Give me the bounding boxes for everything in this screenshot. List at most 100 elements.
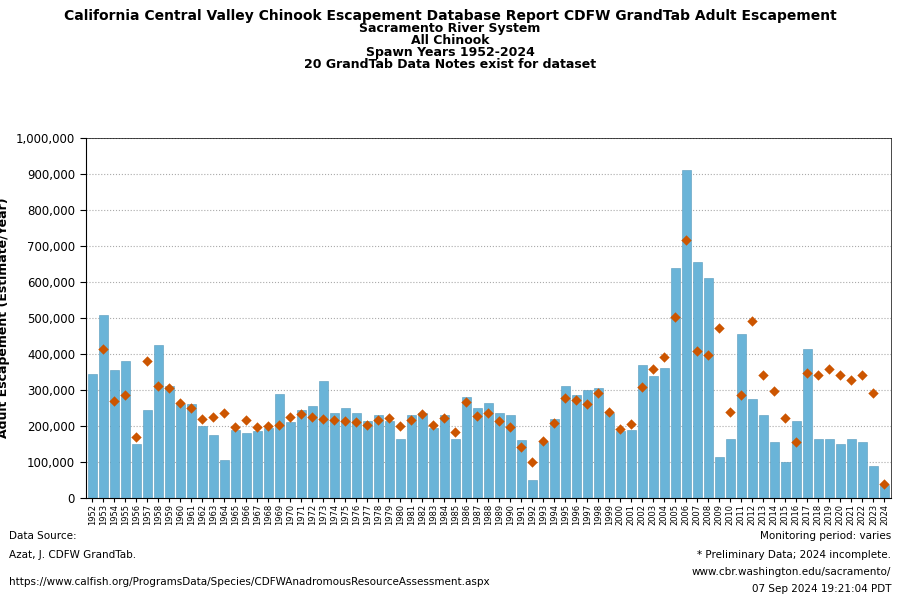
Bar: [176, 404, 184, 498]
Bar: [396, 439, 405, 498]
Bar: [319, 381, 328, 498]
Bar: [572, 395, 580, 498]
Bar: [209, 435, 218, 498]
Bar: [341, 408, 349, 498]
Bar: [440, 415, 448, 498]
Point: [250, 422, 265, 431]
Bar: [670, 268, 680, 498]
Point: [228, 422, 242, 431]
Point: [459, 397, 473, 407]
Point: [878, 479, 892, 488]
Point: [844, 376, 859, 385]
Bar: [682, 170, 690, 498]
Bar: [121, 361, 130, 498]
Point: [547, 419, 562, 428]
Bar: [418, 413, 427, 498]
Point: [602, 407, 616, 417]
Bar: [495, 413, 504, 498]
Point: [96, 344, 111, 353]
Bar: [462, 397, 471, 498]
Bar: [836, 444, 845, 498]
Bar: [803, 349, 812, 498]
Bar: [660, 368, 669, 498]
Bar: [274, 394, 284, 498]
Point: [800, 368, 814, 378]
Point: [437, 413, 452, 423]
Point: [833, 370, 848, 380]
Point: [470, 411, 484, 421]
Bar: [561, 386, 570, 498]
Bar: [814, 439, 823, 498]
Text: 20 GrandTab Data Notes exist for dataset: 20 GrandTab Data Notes exist for dataset: [304, 58, 596, 71]
Bar: [451, 439, 460, 498]
Point: [327, 415, 341, 424]
Bar: [472, 408, 482, 498]
Text: California Central Valley Chinook Escapement Database Report CDFW GrandTab Adult: California Central Valley Chinook Escape…: [64, 9, 836, 23]
Text: Azat, J. CDFW GrandTab.: Azat, J. CDFW GrandTab.: [9, 550, 136, 560]
Bar: [374, 415, 382, 498]
Point: [591, 388, 606, 398]
Bar: [693, 262, 702, 498]
Point: [823, 365, 837, 374]
Point: [184, 403, 198, 413]
Bar: [825, 439, 833, 498]
Point: [195, 414, 210, 424]
Point: [261, 422, 275, 431]
Point: [811, 370, 825, 380]
Text: https://www.calfish.org/ProgramsData/Species/CDFWAnadromousResourceAssessment.as: https://www.calfish.org/ProgramsData/Spe…: [9, 577, 490, 587]
Bar: [230, 430, 239, 498]
Bar: [407, 415, 416, 498]
Text: All Chinook: All Chinook: [410, 34, 490, 47]
Bar: [131, 444, 140, 498]
Point: [140, 356, 154, 366]
Bar: [858, 442, 867, 498]
Bar: [737, 334, 746, 498]
Point: [338, 416, 353, 426]
Bar: [649, 376, 658, 498]
Bar: [220, 460, 229, 498]
Bar: [186, 404, 195, 498]
Bar: [297, 410, 306, 498]
Point: [294, 410, 309, 419]
Text: * Preliminary Data; 2024 incomplete.: * Preliminary Data; 2024 incomplete.: [697, 550, 891, 560]
Bar: [352, 413, 361, 498]
Point: [701, 350, 716, 360]
Bar: [253, 431, 262, 498]
Point: [635, 383, 650, 392]
Point: [756, 370, 770, 380]
Point: [426, 421, 440, 430]
Bar: [880, 485, 889, 498]
Point: [107, 396, 122, 406]
Point: [482, 408, 496, 418]
Bar: [528, 480, 536, 498]
Point: [360, 420, 374, 430]
Bar: [781, 462, 790, 498]
Bar: [869, 466, 878, 498]
Bar: [847, 439, 856, 498]
Bar: [770, 442, 778, 498]
Point: [646, 365, 661, 374]
Bar: [550, 419, 559, 498]
Point: [448, 427, 463, 437]
Text: Data Source:: Data Source:: [9, 531, 77, 541]
Point: [316, 414, 330, 424]
Point: [371, 415, 385, 425]
Bar: [748, 399, 757, 498]
Bar: [517, 440, 526, 498]
Point: [680, 235, 694, 245]
Point: [206, 412, 220, 422]
Bar: [99, 316, 107, 498]
Bar: [363, 421, 372, 498]
Bar: [638, 365, 647, 498]
Bar: [594, 388, 603, 498]
Bar: [627, 430, 635, 498]
Bar: [616, 431, 625, 498]
Bar: [286, 422, 294, 498]
Bar: [759, 415, 768, 498]
Bar: [428, 428, 437, 498]
Point: [393, 422, 408, 431]
Point: [789, 437, 804, 446]
Point: [855, 370, 869, 380]
Bar: [329, 413, 338, 498]
Point: [118, 391, 132, 400]
